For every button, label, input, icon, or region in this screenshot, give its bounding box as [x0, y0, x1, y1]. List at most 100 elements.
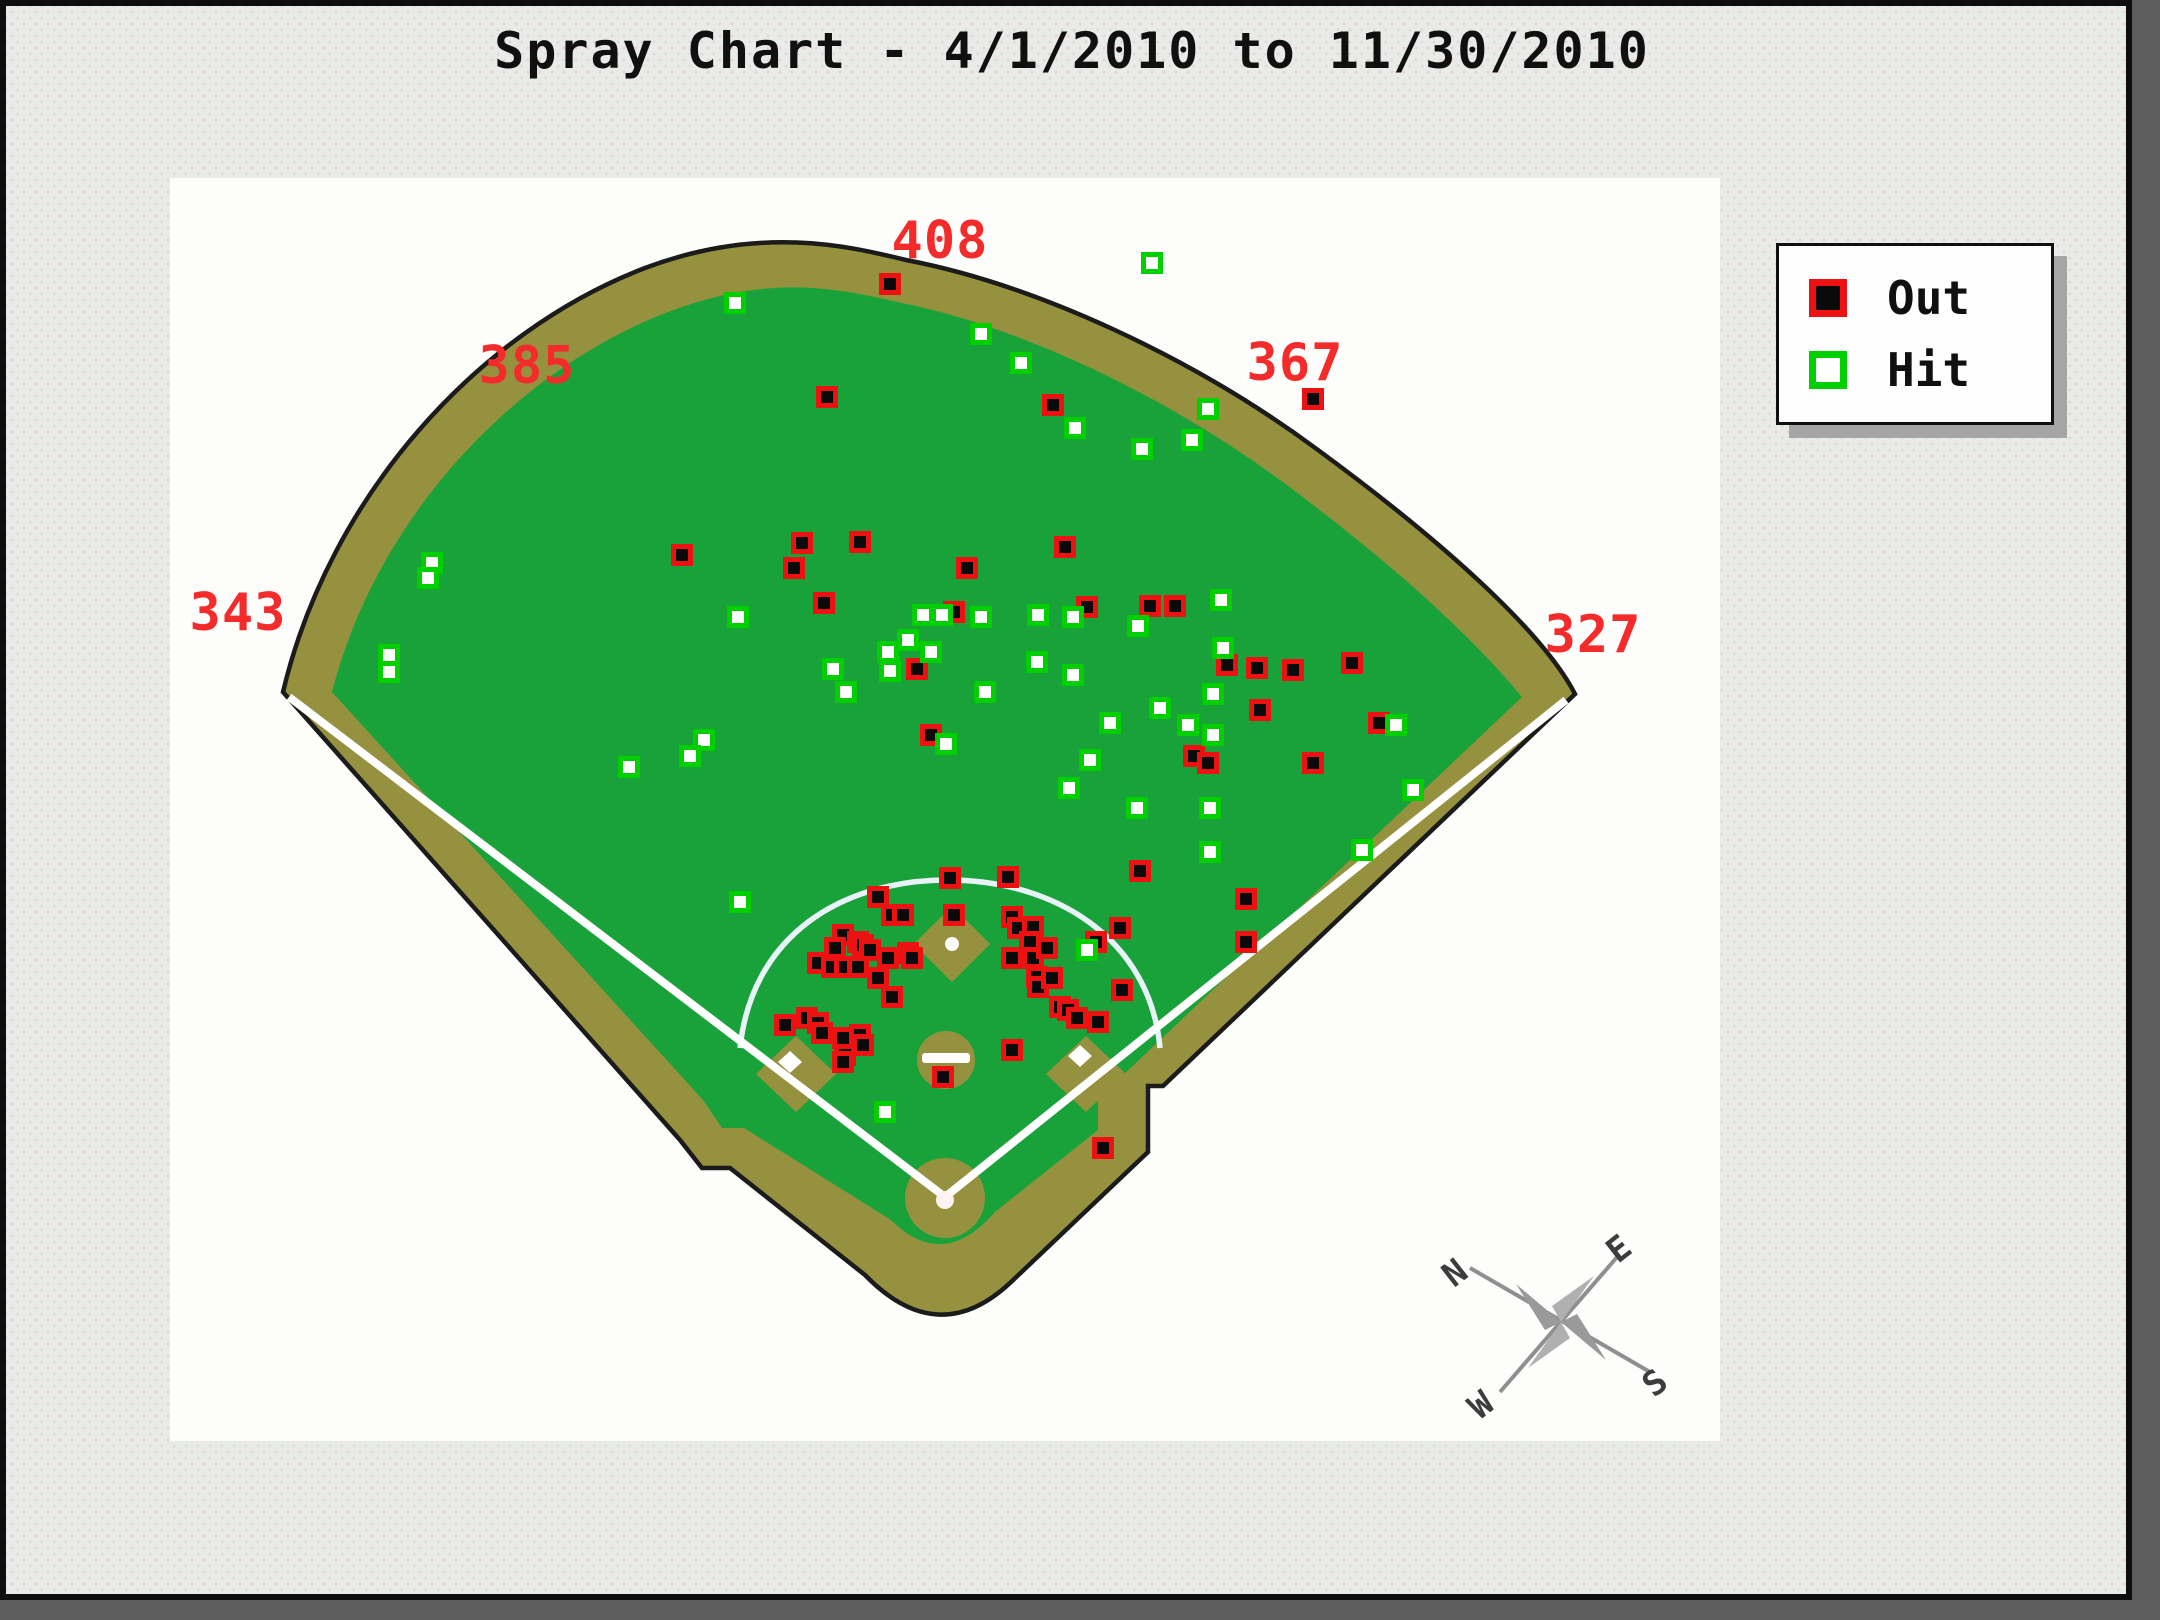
out-marker [1164, 595, 1186, 617]
hit-marker [1062, 664, 1084, 686]
out-marker [824, 937, 846, 959]
hit-marker [970, 606, 992, 628]
hit-marker [1149, 697, 1171, 719]
distance-label: 327 [1545, 605, 1642, 665]
out-marker [877, 947, 899, 969]
hit-marker [1076, 939, 1098, 961]
out-marker-icon [1809, 279, 1847, 317]
out-marker [901, 947, 923, 969]
chart-title: Spray Chart - 4/1/2010 to 11/30/2010 [494, 22, 1650, 80]
hit-marker [724, 292, 746, 314]
out-marker [811, 1022, 833, 1044]
third-base-dirt [756, 1036, 836, 1112]
hit-marker [1026, 651, 1048, 673]
hit-marker-icon [1809, 351, 1847, 389]
out-marker [939, 867, 961, 889]
out-marker [816, 386, 838, 408]
compass-vane [1561, 1314, 1606, 1360]
out-marker [867, 886, 889, 908]
hit-marker [417, 567, 439, 589]
hit-marker [897, 629, 919, 651]
out-marker [1111, 979, 1133, 1001]
hit-marker [1099, 712, 1121, 734]
hit-marker [1199, 797, 1221, 819]
hit-marker [729, 891, 751, 913]
hit-marker [1127, 615, 1149, 637]
hit-marker [1141, 252, 1163, 274]
legend: Out Hit [1776, 243, 2054, 425]
second-base [945, 937, 959, 951]
out-marker [791, 532, 813, 554]
out-marker [1249, 699, 1271, 721]
hit-marker [874, 1101, 896, 1123]
out-marker [943, 904, 965, 926]
home-plate [936, 1191, 954, 1209]
out-marker [1235, 888, 1257, 910]
hit-marker [970, 323, 992, 345]
out-marker [852, 1034, 874, 1056]
out-marker [1216, 654, 1238, 676]
pitcher-rubber [922, 1053, 970, 1063]
compass-vane [1528, 1322, 1570, 1368]
hit-marker [378, 644, 400, 666]
out-marker [774, 1014, 796, 1036]
out-marker [1042, 394, 1064, 416]
hit-marker [1010, 352, 1032, 374]
hit-marker [1062, 606, 1084, 628]
hit-marker [1079, 749, 1101, 771]
out-marker [1302, 752, 1324, 774]
out-marker [1087, 1011, 1109, 1033]
outfield-grass [332, 287, 1522, 1245]
out-marker [859, 939, 881, 961]
out-marker [671, 544, 693, 566]
out-marker [1341, 652, 1363, 674]
hit-marker [1064, 417, 1086, 439]
out-marker [1054, 536, 1076, 558]
hit-marker [1027, 604, 1049, 626]
hit-marker [912, 604, 934, 626]
out-marker [1109, 917, 1131, 939]
out-points-layer [671, 273, 1390, 1159]
out-marker [867, 967, 889, 989]
out-marker [832, 1027, 854, 1049]
out-marker [879, 273, 901, 295]
legend-row-out: Out [1779, 275, 2051, 321]
hit-marker [1197, 398, 1219, 420]
out-marker [1235, 931, 1257, 953]
hit-marker [1177, 714, 1199, 736]
foul-line-left [286, 693, 948, 1201]
hit-marker [877, 641, 899, 663]
out-marker [1041, 967, 1063, 989]
hit-marker [1199, 841, 1221, 863]
hit-marker [931, 604, 953, 626]
out-marker [849, 531, 871, 553]
out-marker [847, 956, 869, 978]
distance-label: 367 [1247, 333, 1344, 393]
hit-marker [835, 681, 857, 703]
compass-axis-ew [1498, 1254, 1620, 1394]
hit-marker [879, 660, 901, 682]
out-marker [813, 592, 835, 614]
hit-marker [920, 641, 942, 663]
hit-marker [618, 756, 640, 778]
out-marker [1302, 388, 1324, 410]
hit-marker [1202, 683, 1224, 705]
out-marker [906, 658, 928, 680]
out-marker [1036, 937, 1058, 959]
hit-marker [935, 733, 957, 755]
hit-marker [1181, 429, 1203, 451]
distance-label: 408 [892, 211, 989, 271]
out-marker [1197, 752, 1219, 774]
hit-marker [1210, 589, 1232, 611]
first-base [1068, 1045, 1092, 1067]
out-marker [1129, 860, 1151, 882]
distance-label: 385 [479, 336, 576, 396]
hit-marker [1058, 777, 1080, 799]
out-marker [1001, 947, 1023, 969]
distance-labels-layer: 408 385 367 343 327 [190, 211, 1642, 665]
out-marker [832, 1051, 854, 1073]
out-marker [1001, 1039, 1023, 1061]
hit-marker [693, 729, 715, 751]
hit-marker [1212, 637, 1234, 659]
